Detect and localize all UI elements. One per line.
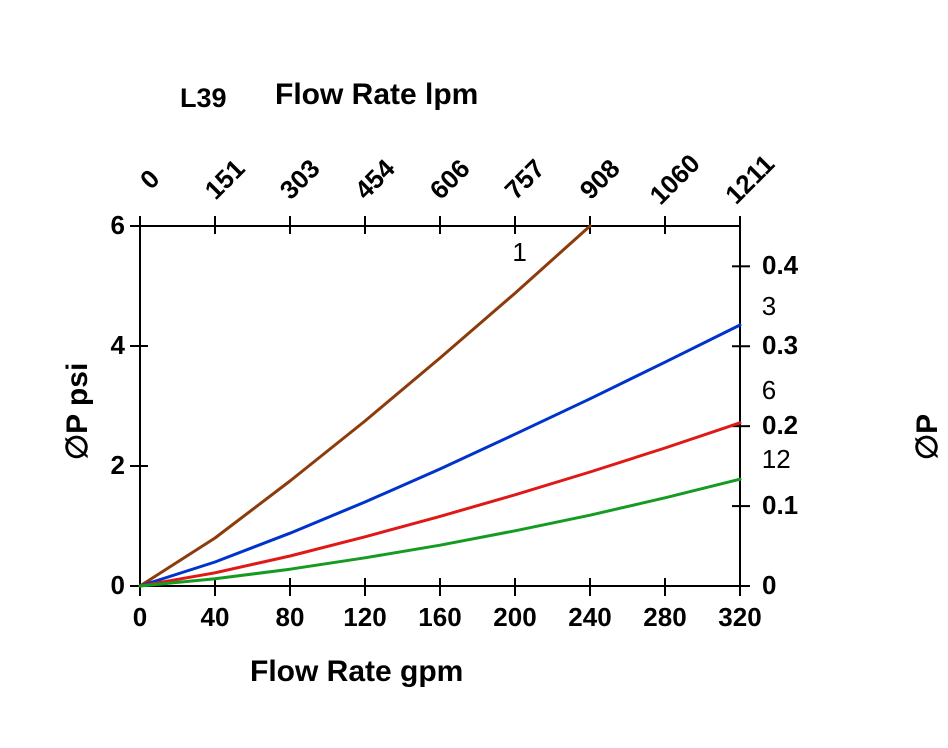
- y-left-tick-label: 6: [85, 210, 125, 241]
- y-right-tick-label: 0.2: [762, 410, 822, 441]
- series-label-3: 3: [762, 291, 776, 322]
- axes-group: [140, 226, 740, 586]
- series-line-6: [140, 423, 740, 586]
- y-left-tick-label: 0: [85, 570, 125, 601]
- y-left-tick-label: 4: [85, 330, 125, 361]
- x-bottom-tick-label: 200: [480, 602, 550, 633]
- series-label-12: 12: [762, 444, 791, 475]
- y-right-tick-label: 0: [762, 570, 822, 601]
- plot-svg: [0, 0, 948, 748]
- y-left-tick-label: 2: [85, 450, 125, 481]
- y-right-tick-label: 0.3: [762, 330, 822, 361]
- x-bottom-tick-label: 80: [255, 602, 325, 633]
- chart-root: L39 Flow Rate lpm Flow Rate gpm ∅P psi ∅…: [0, 0, 948, 748]
- x-bottom-tick-label: 120: [330, 602, 400, 633]
- series-label-6: 6: [762, 375, 776, 406]
- x-bottom-tick-label: 160: [405, 602, 475, 633]
- series-label-1: 1: [512, 237, 526, 268]
- y-right-tick-label: 0.1: [762, 490, 822, 521]
- x-bottom-tick-label: 240: [555, 602, 625, 633]
- x-bottom-tick-label: 0: [105, 602, 175, 633]
- x-bottom-tick-label: 320: [705, 602, 775, 633]
- x-bottom-tick-label: 40: [180, 602, 250, 633]
- y-right-tick-label: 0.4: [762, 250, 822, 281]
- series-group: [140, 226, 740, 586]
- series-line-3: [140, 325, 740, 586]
- series-line-1: [140, 226, 590, 586]
- x-bottom-tick-label: 280: [630, 602, 700, 633]
